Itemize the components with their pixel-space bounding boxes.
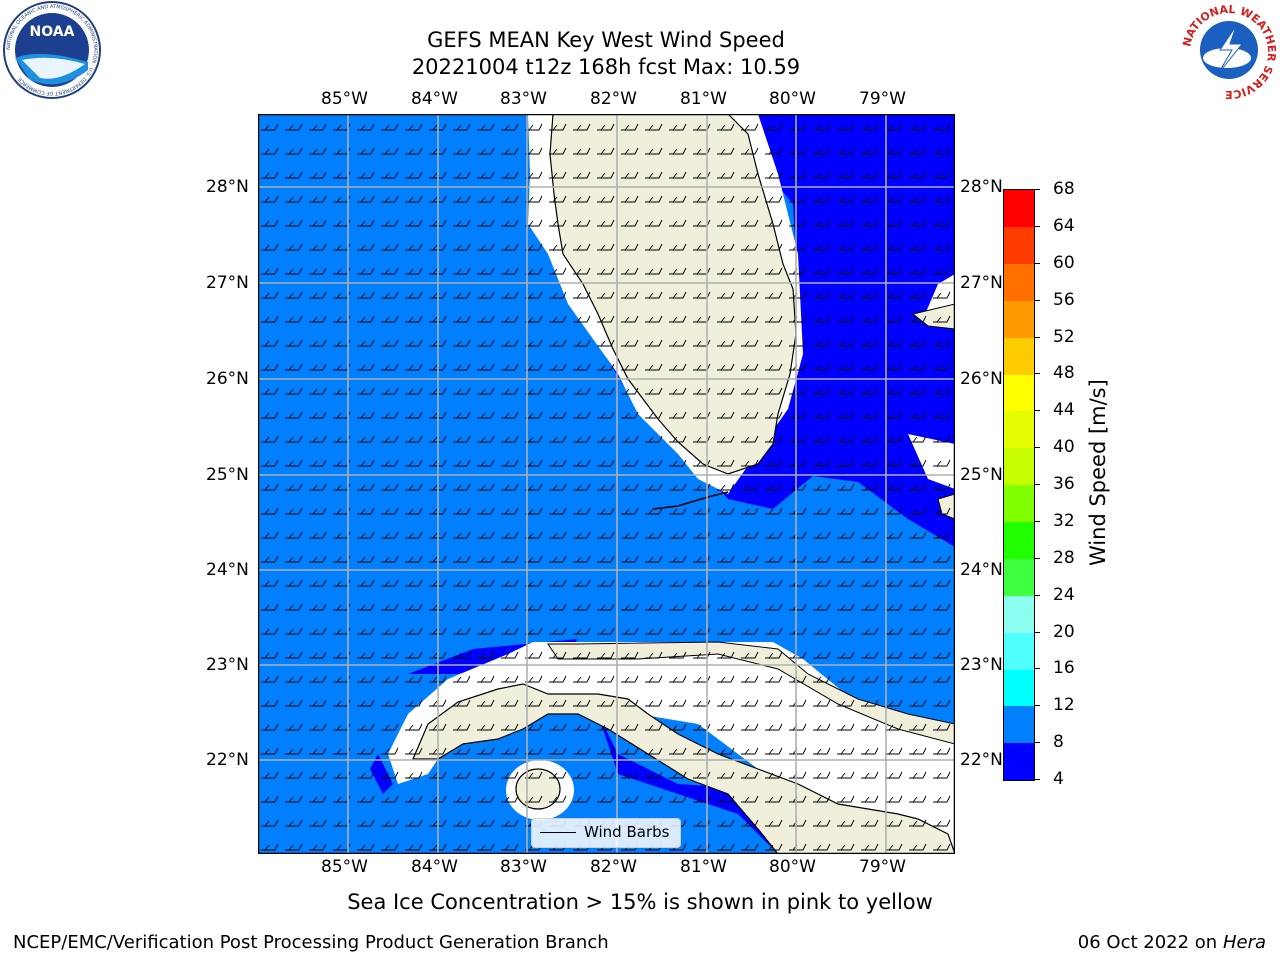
colorbar-tick-label: 28 [1053,547,1075,568]
colorbar-tick-mark [1034,668,1040,670]
colorbar-tick-mark [1034,373,1040,375]
colorbar-tick-label: 56 [1053,289,1075,310]
nws-logo: NATIONAL WEATHER SERVICE [1180,3,1278,100]
lat-label-left: 27°N [206,273,249,293]
map-title-line2: 20221004 t12z 168h fcst Max: 10.59 [411,55,801,79]
colorbar-tick-label: 60 [1053,252,1075,273]
colorbar-segment [1004,226,1034,264]
colorbar-tick-mark [1034,631,1040,633]
lon-label-top: 82°W [590,89,637,109]
colorbar-segment [1004,485,1034,522]
colorbar-tick-label: 68 [1053,179,1075,199]
colorbar-tick-label: 64 [1053,215,1075,236]
noaa-logo: NOAA NATIONAL OCEANIC AND ATMOSPHERIC AD… [3,1,101,99]
lon-label-top: 85°W [321,89,368,109]
colorbar-tick-mark [1034,410,1040,412]
lat-label-left: 22°N [206,750,249,770]
legend-label: Wind Barbs [584,823,670,841]
colorbar-tick-mark [1034,189,1040,190]
colorbar [1003,189,1035,781]
colorbar-tick-label: 36 [1053,474,1075,494]
legend-line-swatch [540,832,576,833]
footer-date-text: 06 Oct 2022 on [1077,932,1223,953]
colorbar-tick-label: 48 [1053,363,1075,384]
colorbar-tick-mark [1034,336,1040,338]
lon-label-bottom: 80°W [769,857,816,877]
lon-label-bottom: 82°W [590,857,637,877]
lon-label-bottom: 84°W [411,857,458,877]
lat-label-left: 28°N [206,177,249,197]
colorbar-segment [1004,521,1034,559]
map-legend: Wind Barbs [531,818,681,848]
colorbar-tick-mark [1034,705,1040,707]
colorbar-tick-mark [1034,742,1040,744]
colorbar-segment [1004,263,1034,301]
lat-label-right: 26°N [960,369,1003,389]
lat-label-left: 26°N [206,369,249,389]
lat-label-right: 25°N [960,465,1003,485]
lon-label-top: 83°W [500,89,547,109]
colorbar-tick-label: 4 [1053,769,1064,789]
colorbar-tick-mark [1034,225,1040,227]
colorbar-tick-label: 32 [1053,510,1075,531]
footer-date: 06 Oct 2022 on Hera [1078,932,1266,953]
colorbar-tick-mark [1034,779,1040,780]
lon-label-bottom: 81°W [680,857,727,877]
lat-label-right: 28°N [960,177,1003,197]
colorbar-tick-mark [1034,557,1040,559]
lat-label-right: 24°N [960,560,1003,580]
colorbar-tick-mark [1034,262,1040,264]
colorbar-segment [1004,337,1034,375]
footer-credit: NCEP/EMC/Verification Post Processing Pr… [13,932,609,953]
lat-label-left: 24°N [206,560,249,580]
lon-label-bottom: 79°W [859,857,906,877]
colorbar-segment [1004,632,1034,670]
lat-label-right: 23°N [960,655,1003,675]
lon-label-top: 80°W [769,89,816,109]
colorbar-segment [1004,448,1034,486]
colorbar-tick-mark [1034,484,1040,485]
wind-speed-map [258,114,955,854]
lat-label-right: 22°N [960,750,1003,770]
colorbar-segment [1004,595,1034,633]
lat-label-left: 23°N [206,655,249,675]
colorbar-segment [1004,558,1034,596]
colorbar-tick-label: 52 [1053,326,1075,347]
colorbar-segment [1004,706,1034,744]
colorbar-segment [1004,300,1034,338]
colorbar-tick-label: 16 [1053,658,1075,679]
lon-label-bottom: 85°W [321,857,368,877]
colorbar-tick-label: 40 [1053,437,1075,458]
graticule [258,114,955,854]
colorbar-tick-label: 12 [1053,695,1075,716]
colorbar-segment [1004,190,1034,227]
colorbar-tick-mark [1034,299,1040,301]
colorbar-tick-mark [1034,520,1040,522]
colorbar-tick-label: 44 [1053,400,1075,421]
lon-label-top: 81°W [680,89,727,109]
noaa-logo-text: NOAA [30,24,75,40]
lat-label-right: 27°N [960,273,1003,293]
colorbar-tick-label: 24 [1053,584,1075,605]
sea-ice-note: Sea Ice Concentration > 15% is shown in … [347,890,933,914]
lon-label-bottom: 83°W [500,857,547,877]
map-title-line1: GEFS MEAN Key West Wind Speed [427,28,785,52]
colorbar-segment [1004,669,1034,707]
colorbar-label: Wind Speed [m/s] [1086,379,1110,566]
colorbar-tick-label: 20 [1053,621,1075,642]
colorbar-segment [1004,411,1034,449]
colorbar-tick-label: 8 [1053,732,1064,753]
colorbar-tick-mark [1034,594,1040,596]
colorbar-segment [1004,374,1034,412]
lon-label-top: 79°W [859,89,906,109]
footer-host: Hera [1222,932,1266,953]
lat-label-left: 25°N [206,465,249,485]
colorbar-tick-mark [1034,447,1040,449]
colorbar-segment [1004,743,1034,781]
wind-barbs-overlay [258,114,955,854]
lon-label-top: 84°W [411,89,458,109]
